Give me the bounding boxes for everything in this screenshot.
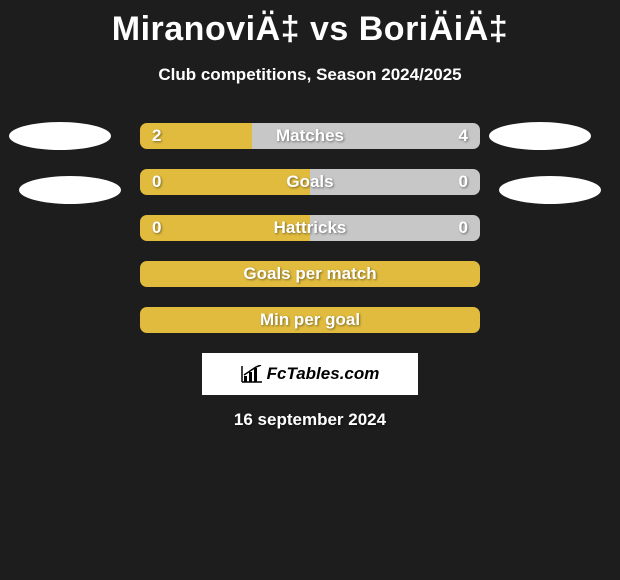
player-left-marker-2 (19, 176, 121, 204)
stat-bar-min-per-goal: Min per goal (140, 307, 480, 333)
stat-value-right: 0 (459, 215, 468, 241)
player-right-marker-2 (499, 176, 601, 204)
stat-label: Matches (140, 123, 480, 149)
stat-bar-matches: 2 Matches 4 (140, 123, 480, 149)
stat-bar-goals-per-match: Goals per match (140, 261, 480, 287)
stat-label: Goals (140, 169, 480, 195)
source-logo-text: FcTables.com (267, 364, 380, 384)
player-left-marker-1 (9, 122, 111, 150)
stat-bar-goals: 0 Goals 0 (140, 169, 480, 195)
stat-label: Goals per match (140, 261, 480, 287)
stat-label: Hattricks (140, 215, 480, 241)
stat-value-right: 0 (459, 169, 468, 195)
page-subtitle: Club competitions, Season 2024/2025 (0, 65, 620, 85)
date-label: 16 september 2024 (0, 410, 620, 430)
stat-value-right: 4 (459, 123, 468, 149)
bar-chart-icon (241, 365, 263, 383)
source-logo: FcTables.com (202, 353, 418, 395)
page-title: MiranoviÄ‡ vs BoriÄiÄ‡ (0, 0, 620, 49)
stats-bars: 2 Matches 4 0 Goals 0 0 Hattricks 0 Goal… (140, 123, 480, 333)
player-right-marker-1 (489, 122, 591, 150)
stat-label: Min per goal (140, 307, 480, 333)
stat-bar-hattricks: 0 Hattricks 0 (140, 215, 480, 241)
